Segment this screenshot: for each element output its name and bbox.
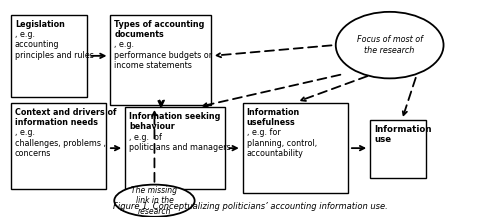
Text: The missing
link in the
research: The missing link in the research (132, 186, 178, 216)
Text: usefulness: usefulness (246, 118, 296, 127)
Text: income statements: income statements (114, 61, 192, 70)
FancyBboxPatch shape (11, 103, 106, 189)
FancyBboxPatch shape (370, 120, 426, 178)
Text: politicians and managers: politicians and managers (129, 143, 230, 152)
Text: performance budgets or: performance budgets or (114, 51, 212, 60)
Text: use: use (374, 135, 391, 144)
Text: documents: documents (114, 30, 164, 39)
Text: Focus of most of
the research: Focus of most of the research (356, 35, 422, 55)
FancyBboxPatch shape (11, 15, 87, 97)
Text: Legislation: Legislation (15, 20, 64, 29)
FancyBboxPatch shape (110, 15, 211, 105)
Text: accounting: accounting (15, 40, 60, 49)
Text: planning, control,: planning, control, (246, 139, 316, 148)
Text: , e.g.: , e.g. (15, 30, 35, 39)
Text: principles and rules: principles and rules (15, 51, 94, 60)
FancyBboxPatch shape (125, 107, 226, 189)
FancyBboxPatch shape (242, 103, 348, 193)
Text: Context and drivers of: Context and drivers of (15, 108, 116, 117)
Text: Information: Information (246, 108, 300, 117)
Text: behaviour: behaviour (129, 122, 174, 131)
Text: Information: Information (374, 125, 432, 134)
Text: Figure 1. Conceptualizing politicians’ accounting information use.: Figure 1. Conceptualizing politicians’ a… (112, 202, 388, 212)
Text: accountability: accountability (246, 149, 304, 158)
Text: , e.g.  of: , e.g. of (129, 133, 162, 142)
Text: , e.g.: , e.g. (114, 40, 134, 49)
Text: Information seeking: Information seeking (129, 112, 220, 121)
Ellipse shape (336, 12, 444, 78)
Text: challenges, problems ,: challenges, problems , (15, 139, 106, 148)
Text: , e.g.: , e.g. (15, 128, 35, 137)
Text: Types of accounting: Types of accounting (114, 20, 204, 29)
Text: , e.g. for: , e.g. for (246, 128, 280, 137)
Ellipse shape (114, 185, 194, 217)
Text: concerns: concerns (15, 149, 51, 158)
Text: information needs: information needs (15, 118, 98, 127)
